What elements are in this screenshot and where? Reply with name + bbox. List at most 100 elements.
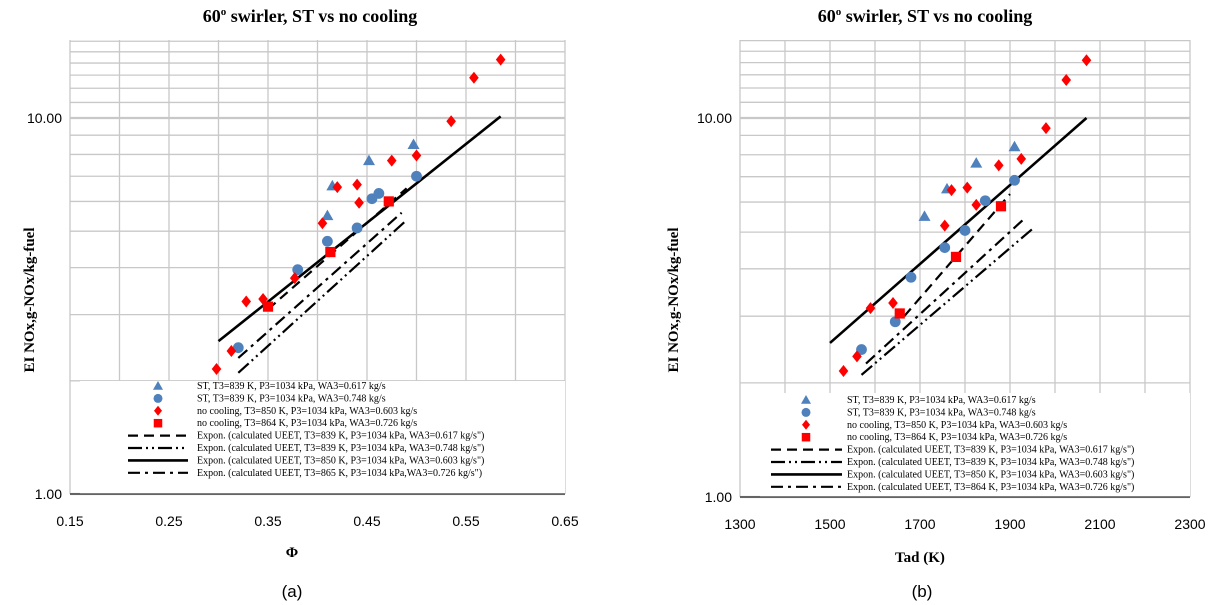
legend-entry: Expon. (calculated UEET, T3=839 K, P3=10… [197,431,484,442]
circle-point [373,188,385,199]
circle-point [351,222,363,234]
diamond-point [354,196,364,209]
chart-title: 60o swirler, ST vs no cooling [818,6,1033,26]
triangle-point [918,210,931,221]
chart-panel-a: 60o swirler, ST vs no cooling 0.15 0.25 0.… [22,6,579,601]
circle-point [979,195,991,207]
triangle-point [321,209,334,221]
circle-point [322,235,333,247]
x-tick-label: 0.25 [155,513,182,529]
legend-entry: no cooling, T3=864 K, P3=1034 kPa, WA3=0… [197,418,417,429]
y-tick-label: 1.00 [35,486,62,502]
diamond-point [289,272,300,285]
x-tick-label: 0.15 [56,513,83,529]
circle-point [905,271,917,283]
triangle-point [362,154,375,166]
legend-triangle-marker [153,381,163,390]
x-tick-label: 2300 [1174,516,1205,532]
diamond-point [1081,54,1092,67]
y-tick-labels: 1.00 10.00 [27,110,62,502]
diamond-point [971,198,982,211]
legend-background [760,393,1190,497]
grid [739,39,1191,499]
legend-circle-marker [801,407,811,417]
trendline [860,227,1034,376]
x-axis-label: Tad (K) [895,550,945,566]
x-tick-label: 0.65 [551,513,578,529]
legend-entry: Expon. (calculated UEET, T3=839 K, P3=10… [197,443,484,454]
triangle-point [407,138,420,150]
diamond-point [993,159,1004,172]
legend-square-marker [153,418,163,428]
square-point [950,251,962,263]
legend-diamond-marker [802,419,810,430]
x-tick-label: 0.45 [353,513,380,529]
y-axis-label: EI NOx,g-NOx/kg-fuel [666,227,682,372]
square-point [383,196,394,207]
x-tick-label: 1700 [904,516,935,532]
legend-entry: Expon. (calculated UEET, T3=864 K, P3=10… [847,482,1134,493]
triangle-point [970,157,983,168]
y-tick-labels: 1.00 10.00 [697,110,732,505]
x-tick-label: 2100 [1084,516,1115,532]
y-axis-label: EI NOx,g-NOx/kg-fuel [22,227,38,372]
x-tick-label: 0.55 [452,513,479,529]
trendline [237,219,408,374]
y-tick-label: 1.00 [705,489,732,505]
diamond-point [852,350,862,363]
data-points [211,53,506,376]
square-point [894,308,905,319]
diamond-point [226,345,237,358]
diamond-point [962,181,973,194]
circle-point [939,242,951,254]
square-point [325,246,336,258]
data-points [838,54,1092,378]
y-tick-label: 10.00 [697,110,732,126]
legend-entry: Expon. (calculated UEET, T3=850 K, P3=10… [847,469,1134,480]
diamond-point [211,363,222,376]
diamond-point [258,293,268,306]
legend-entry: no cooling, T3=850 K, P3=1034 kPa, WA3=0… [847,420,1067,431]
circle-point [292,264,304,276]
diamond-point [1016,152,1027,165]
legend-entry: no cooling, T3=850 K, P3=1034 kPa, WA3=0… [197,406,417,417]
trendline [865,218,1025,365]
legend-circle-marker [153,393,163,403]
legend-entry: Expon. (calculated UEET, T3=850 K, P3=10… [197,455,484,466]
triangle-point [1008,140,1021,152]
circle-point [889,316,901,328]
legend-entry: Expon. (calculated UEET, T3=839 K, P3=10… [847,445,1134,456]
x-axis-label: Φ [286,545,298,561]
diamond-point [888,296,898,309]
diamond-point [317,217,328,230]
legend-entry: Expon. (calculated UEET, T3=865 K, P3=10… [197,468,482,479]
y-tick-label: 10.00 [27,110,62,126]
x-tick-labels: 1300 1500 1700 1900 2100 2300 [724,516,1205,532]
chart-panel-b: 60o swirler, ST vs no cooling 1300 1500 17… [666,6,1206,601]
diamond-point [411,149,422,162]
legend: ST, T3=839 K, P3=1034 kPa, WA3=0.617 kg/… [771,395,1134,493]
diamond-point [865,302,876,315]
legend: ST, T3=839 K, P3=1034 kPa, WA3=0.617 kg/… [128,381,484,479]
legend-entry: ST, T3=839 K, P3=1034 kPa, WA3=0.617 kg/… [847,395,1036,406]
diamond-point [332,181,343,194]
legend-square-marker [801,432,811,442]
trendlines [829,117,1088,376]
diamond-point [352,178,362,191]
diamond-point [1061,73,1072,86]
circle-point [411,170,422,182]
diamond-point [946,184,957,197]
square-point [262,301,274,312]
circle-point [959,225,971,236]
diamond-point [939,219,950,232]
diamond-point [469,71,479,84]
diamond-point [446,115,456,128]
square-point [995,201,1007,212]
diamond-point [241,295,252,308]
legend-entry: ST, T3=839 K, P3=1034 kPa, WA3=0.748 kg/… [197,393,386,404]
x-tick-label: 1900 [994,516,1025,532]
diamond-point [1041,122,1051,135]
circle-point [856,344,867,355]
chart-title: 60o swirler, ST vs no cooling [203,6,418,26]
